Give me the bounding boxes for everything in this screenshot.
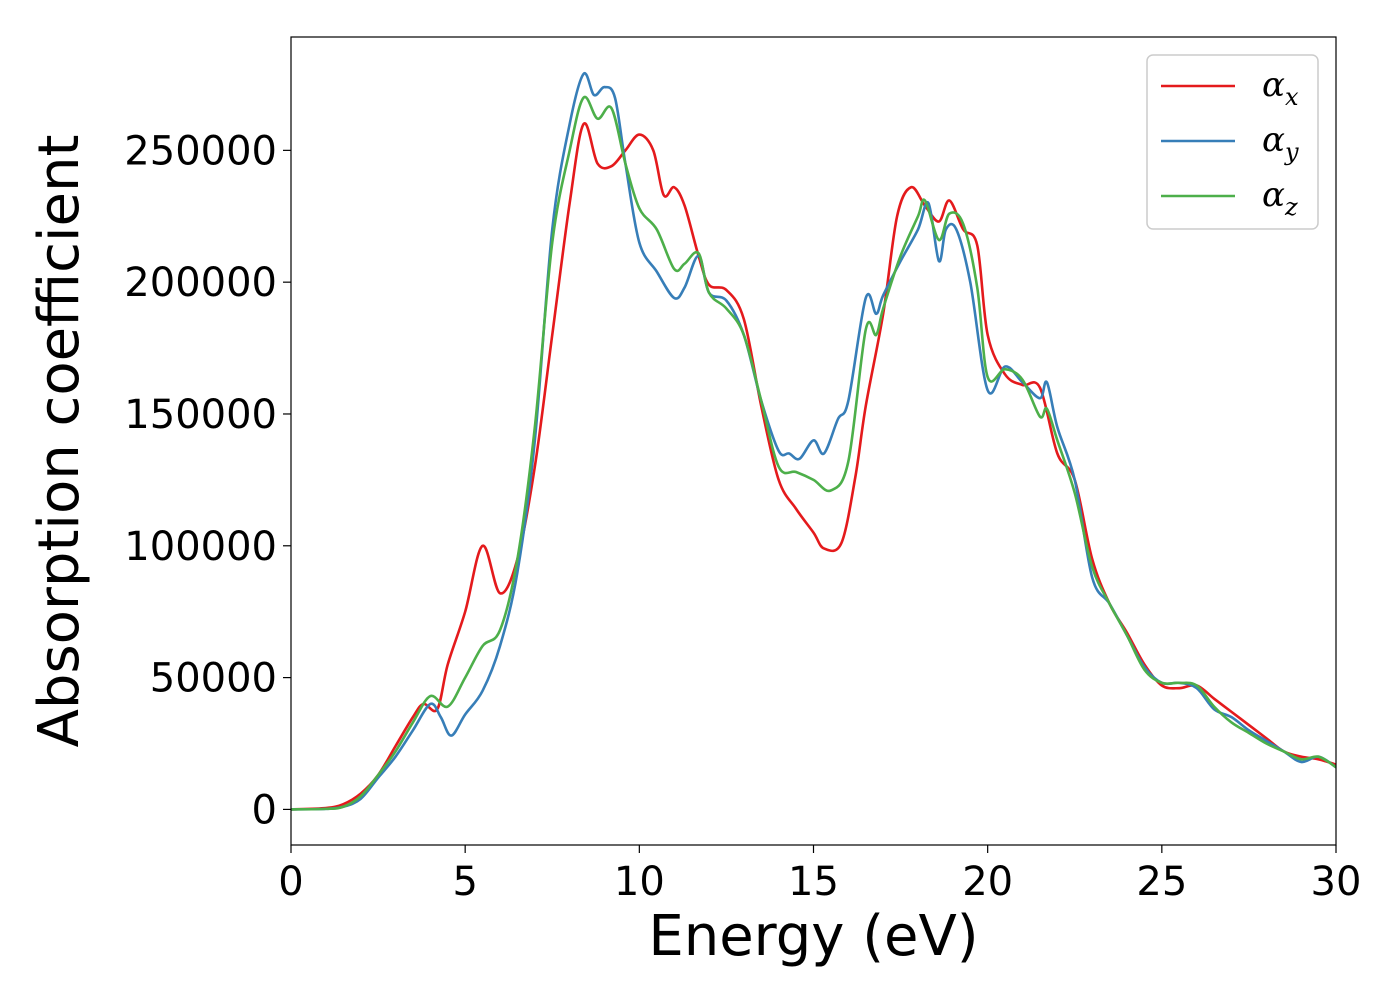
y-axis-ticks: 0 50000 100000 150000 200000 250000 [124, 128, 291, 833]
legend-label-sub: z [1284, 193, 1298, 221]
series-line-z [291, 95, 1336, 811]
legend-label: αy [1262, 120, 1299, 166]
legend-label: αz [1262, 175, 1298, 221]
series-layer [291, 72, 1336, 811]
x-tick-label: 10 [614, 859, 665, 905]
x-tick-label: 25 [1136, 859, 1187, 905]
legend-item-y[interactable]: αy [1161, 120, 1299, 166]
legend-label-sub: x [1285, 83, 1299, 111]
legend-label-sub: y [1284, 138, 1299, 166]
x-tick-label: 30 [1311, 859, 1362, 905]
legend-item-z[interactable]: αz [1161, 175, 1298, 221]
y-tick-label: 0 [252, 787, 277, 833]
x-tick-label: 15 [788, 859, 839, 905]
legend-label-main: α [1262, 65, 1285, 105]
y-axis-label: Absorption coefficient [27, 135, 92, 748]
legend-label: αx [1262, 65, 1299, 111]
y-tick-label: 150000 [124, 392, 277, 438]
x-tick-label: 5 [452, 859, 477, 905]
y-tick-label: 100000 [124, 524, 277, 570]
legend-label-main: α [1262, 120, 1285, 160]
x-axis-ticks: 0 5 10 15 20 25 30 [278, 845, 1361, 905]
x-tick-label: 20 [962, 859, 1013, 905]
y-tick-label: 50000 [150, 656, 277, 702]
x-axis-label: Energy (eV) [648, 904, 978, 969]
legend-item-x[interactable]: αx [1161, 65, 1299, 111]
x-tick-label: 0 [278, 859, 303, 905]
series-line-x [291, 122, 1336, 811]
y-tick-label: 250000 [124, 128, 277, 174]
y-tick-label: 200000 [124, 260, 277, 306]
legend-label-main: α [1262, 175, 1285, 215]
